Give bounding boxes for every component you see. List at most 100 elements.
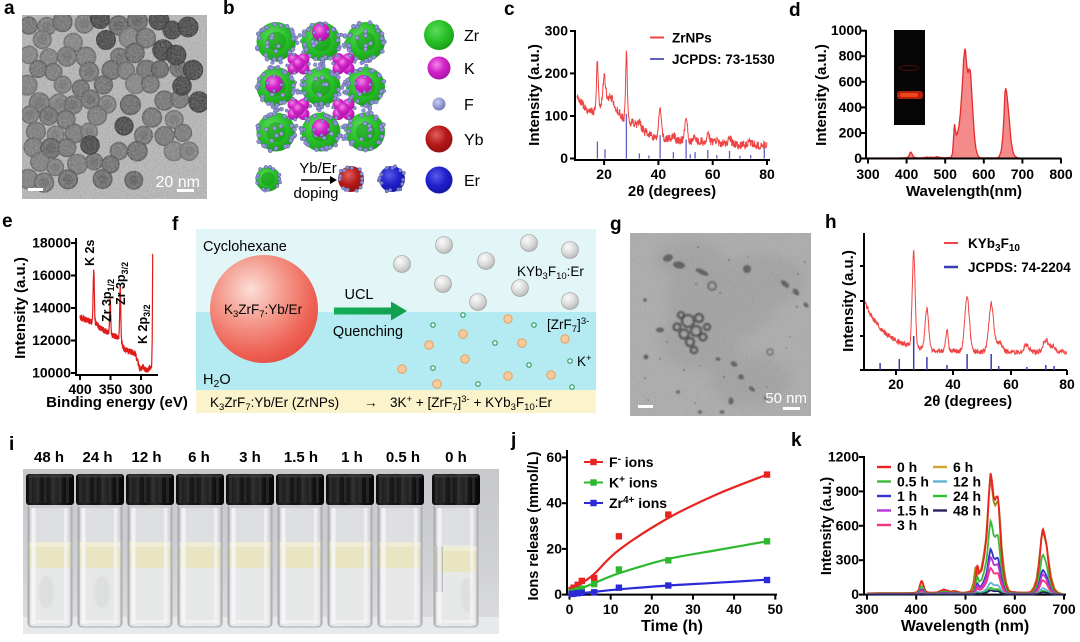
svg-text:d: d [789,0,801,21]
svg-text:k: k [791,430,802,451]
svg-text:j: j [510,430,516,451]
svg-text:i: i [9,434,14,455]
svg-text:400: 400 [839,99,863,115]
svg-text:24 h: 24 h [82,449,112,466]
svg-text:F- ions: F- ions [609,454,654,470]
svg-text:0.5 h: 0.5 h [897,474,929,490]
svg-text:60: 60 [705,166,721,182]
svg-text:600: 600 [839,73,863,89]
svg-text:10: 10 [603,601,619,617]
svg-text:20: 20 [596,166,612,182]
svg-text:700: 700 [1052,601,1076,617]
svg-text:40: 40 [945,376,961,392]
svg-text:80: 80 [759,166,775,182]
svg-text:50 nm: 50 nm [765,390,807,407]
svg-text:KYb3F10:Er: KYb3F10:Er [517,264,584,282]
svg-text:48 h: 48 h [953,503,981,519]
svg-text:Ions release (mmol/L): Ions release (mmol/L) [526,451,542,600]
svg-text:30: 30 [685,601,701,617]
svg-text:40: 40 [726,601,742,617]
svg-text:16000: 16000 [32,267,71,283]
svg-text:20 nm: 20 nm [156,174,200,191]
svg-text:KYb3F10: KYb3F10 [968,236,1020,254]
svg-text:600: 600 [836,517,860,533]
svg-text:doping: doping [293,185,338,202]
svg-text:Intensity (a.u.): Intensity (a.u.) [819,477,835,575]
svg-text:1 h: 1 h [341,449,363,466]
svg-text:1.5 h: 1.5 h [284,449,318,466]
svg-text:400: 400 [895,166,919,182]
svg-text:300: 300 [545,23,569,39]
svg-text:600: 600 [1003,601,1027,617]
svg-text:3 h: 3 h [239,449,261,466]
svg-text:UCL: UCL [344,287,373,303]
svg-text:[ZrF7]3-: [ZrF7]3- [547,316,589,335]
svg-text:300: 300 [836,552,860,568]
svg-text:400: 400 [68,381,92,397]
svg-text:20: 20 [546,540,562,556]
svg-text:10000: 10000 [32,365,71,381]
svg-text:700: 700 [1011,166,1035,182]
svg-text:1000: 1000 [831,22,862,38]
svg-text:K+ ions: K+ ions [609,475,658,491]
svg-text:300: 300 [129,381,153,397]
svg-text:Binding energy (eV): Binding energy (eV) [46,394,188,411]
svg-text:0.5 h: 0.5 h [386,449,420,466]
svg-text:c: c [504,0,515,20]
svg-text:Intensity (a.u.): Intensity (a.u.) [12,257,29,359]
svg-text:1200: 1200 [828,449,859,465]
svg-text:40: 40 [651,166,667,182]
svg-text:24 h: 24 h [953,488,981,504]
svg-text:100: 100 [545,108,569,124]
svg-text:Zr: Zr [464,28,480,45]
svg-text:Intensity (a.u.): Intensity (a.u.) [526,44,543,146]
svg-text:800: 800 [1049,166,1073,182]
svg-text:50: 50 [768,601,784,617]
svg-text:200: 200 [839,125,863,141]
svg-text:Wavelength(nm): Wavelength(nm) [906,183,1022,200]
svg-text:600: 600 [972,166,996,182]
svg-text:2θ (degrees): 2θ (degrees) [628,183,716,200]
svg-text:e: e [2,211,13,232]
svg-text:0: 0 [560,150,568,166]
svg-text:3 h: 3 h [897,517,917,533]
svg-text:300: 300 [855,601,879,617]
svg-text:300: 300 [856,166,880,182]
svg-text:20: 20 [888,376,904,392]
svg-text:12000: 12000 [32,332,71,348]
svg-text:0: 0 [854,150,862,166]
svg-text:20: 20 [644,601,660,617]
svg-text:Yb: Yb [464,132,484,149]
svg-text:12 h: 12 h [131,449,161,466]
svg-text:6 h: 6 h [953,459,973,475]
svg-text:h: h [825,212,837,233]
svg-text:0: 0 [851,586,859,602]
svg-text:JCPDS: 73-1530: JCPDS: 73-1530 [672,52,775,67]
svg-text:14000: 14000 [32,300,71,316]
svg-text:0 h: 0 h [897,459,917,475]
svg-text:0: 0 [566,601,574,617]
svg-text:g: g [610,214,622,235]
svg-text:K: K [464,61,475,78]
svg-text:f: f [172,214,179,235]
svg-text:K 2s: K 2s [83,240,97,266]
svg-text:80: 80 [1059,376,1075,392]
svg-text:60: 60 [1003,376,1019,392]
svg-text:1.5 h: 1.5 h [897,503,929,519]
svg-text:2θ (degrees): 2θ (degrees) [924,393,1012,410]
svg-text:Yb/Er: Yb/Er [299,160,337,177]
svg-text:Wavelength (nm): Wavelength (nm) [901,618,1029,635]
svg-text:800: 800 [839,48,863,64]
svg-text:a: a [4,0,15,19]
svg-text:b: b [223,0,235,19]
svg-text:500: 500 [934,166,958,182]
svg-text:Quenching: Quenching [333,324,403,340]
svg-text:200: 200 [545,65,569,81]
svg-text:K3ZrF7:Yb/Er (ZrNPs): K3ZrF7:Yb/Er (ZrNPs) [210,395,339,413]
svg-text:6 h: 6 h [188,449,210,466]
svg-text:K3ZrF7:Yb/Er: K3ZrF7:Yb/Er [224,302,303,320]
svg-text:0 h: 0 h [445,449,467,466]
svg-text:40: 40 [546,495,562,511]
svg-text:500: 500 [954,601,978,617]
svg-text:Er: Er [464,173,481,190]
